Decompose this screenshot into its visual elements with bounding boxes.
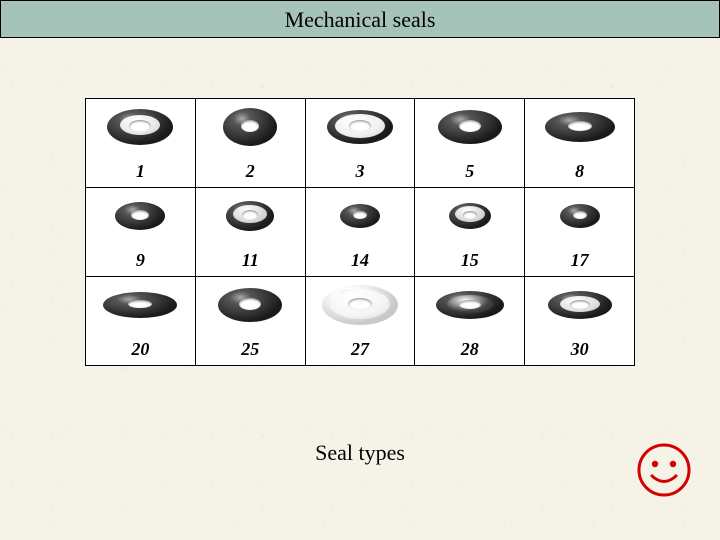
seal-image-cell — [305, 188, 415, 245]
seal-number-cell: 17 — [525, 244, 635, 277]
seal-number-label: 11 — [196, 244, 305, 276]
seal-illustration — [306, 188, 415, 244]
seal-number-label: 15 — [415, 244, 524, 276]
caption-text: Seal types — [315, 440, 405, 465]
seal-illustration — [525, 277, 634, 333]
seal-number-cell: 2 — [195, 155, 305, 188]
seal-table: 12358 911141517 2025272830 — [85, 98, 635, 366]
seal-illustration — [86, 188, 195, 244]
seal-illustration — [196, 99, 305, 155]
seal-number-label: 17 — [525, 244, 634, 276]
seal-image-cell — [415, 188, 525, 245]
seal-number-label: 25 — [196, 333, 305, 365]
seal-image-cell — [86, 99, 196, 156]
title-text: Mechanical seals — [285, 7, 436, 32]
seal-number-cell: 1 — [86, 155, 196, 188]
seal-illustration — [306, 99, 415, 155]
seal-number-cell: 5 — [415, 155, 525, 188]
seal-illustration — [525, 188, 634, 244]
seal-number-label: 1 — [86, 155, 195, 187]
seal-table-container: 12358 911141517 2025272830 — [85, 98, 635, 366]
seal-number-label: 2 — [196, 155, 305, 187]
caption: Seal types — [0, 440, 720, 466]
seal-image-cell — [305, 277, 415, 334]
seal-number-label: 27 — [306, 333, 415, 365]
seal-number-cell: 11 — [195, 244, 305, 277]
seal-image-cell — [86, 188, 196, 245]
seal-number-cell: 9 — [86, 244, 196, 277]
seal-image-cell — [86, 277, 196, 334]
seal-image-cell — [195, 277, 305, 334]
smiley-icon — [636, 442, 692, 498]
seal-illustration — [415, 277, 524, 333]
seal-number-label: 30 — [525, 333, 634, 365]
seal-number-cell: 30 — [525, 333, 635, 366]
seal-number-cell: 8 — [525, 155, 635, 188]
seal-number-cell: 15 — [415, 244, 525, 277]
seal-illustration — [196, 188, 305, 244]
seal-number-label: 3 — [306, 155, 415, 187]
seal-number-cell: 25 — [195, 333, 305, 366]
seal-image-cell — [525, 188, 635, 245]
seal-illustration — [86, 277, 195, 333]
seal-image-cell — [195, 188, 305, 245]
seal-number-cell: 28 — [415, 333, 525, 366]
seal-number-cell: 27 — [305, 333, 415, 366]
seal-image-cell — [195, 99, 305, 156]
seal-number-label: 28 — [415, 333, 524, 365]
seal-image-cell — [305, 99, 415, 156]
seal-number-label: 8 — [525, 155, 634, 187]
seal-number-label: 14 — [306, 244, 415, 276]
seal-number-cell: 20 — [86, 333, 196, 366]
seal-image-cell — [525, 99, 635, 156]
seal-image-cell — [415, 99, 525, 156]
seal-illustration — [415, 188, 524, 244]
seal-number-label: 5 — [415, 155, 524, 187]
seal-number-label: 9 — [86, 244, 195, 276]
seal-illustration — [86, 99, 195, 155]
seal-illustration — [306, 277, 415, 333]
seal-illustration — [525, 99, 634, 155]
seal-illustration — [196, 277, 305, 333]
seal-number-label: 20 — [86, 333, 195, 365]
seal-illustration — [415, 99, 524, 155]
title-bar: Mechanical seals — [0, 0, 720, 38]
seal-number-cell: 14 — [305, 244, 415, 277]
seal-image-cell — [415, 277, 525, 334]
seal-image-cell — [525, 277, 635, 334]
seal-number-cell: 3 — [305, 155, 415, 188]
